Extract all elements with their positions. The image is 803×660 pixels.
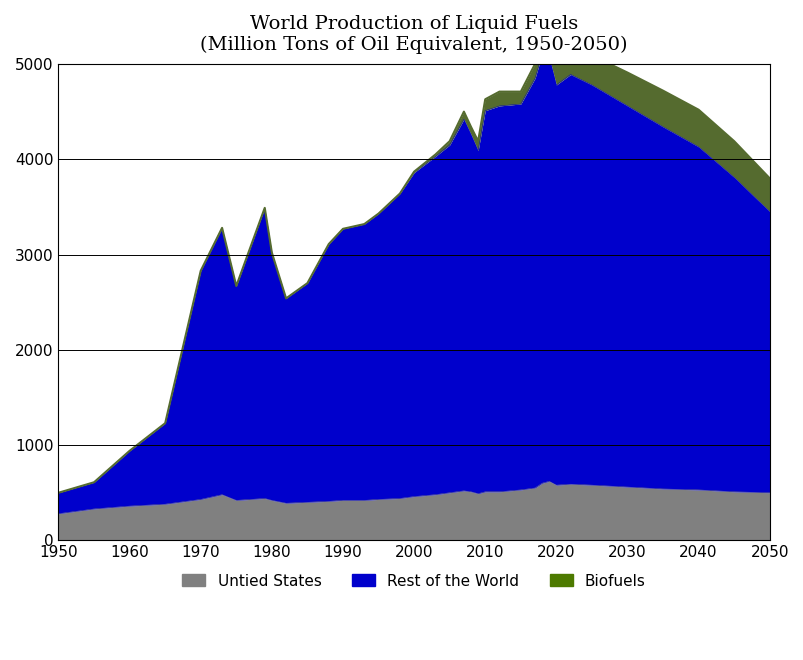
Legend: Untied States, Rest of the World, Biofuels: Untied States, Rest of the World, Biofue…	[176, 568, 651, 595]
Title: World Production of Liquid Fuels
(Million Tons of Oil Equivalent, 1950-2050): World Production of Liquid Fuels (Millio…	[200, 15, 627, 54]
